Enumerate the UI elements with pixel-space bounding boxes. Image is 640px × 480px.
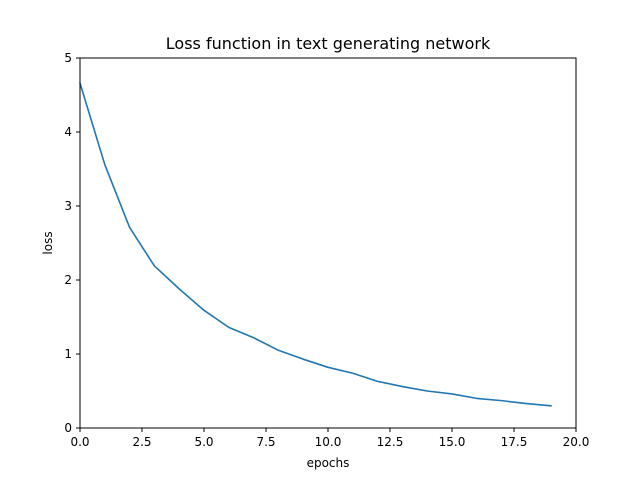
y-tick-label: 4: [64, 125, 72, 139]
x-tick-label: 10.0: [315, 435, 342, 449]
x-tick-label: 0.0: [70, 435, 89, 449]
axes-frame: [79, 57, 577, 429]
plot-area: [79, 82, 553, 407]
y-tick-label: 0: [64, 421, 72, 435]
x-tick-label: 15.0: [439, 435, 466, 449]
y-tick-label: 5: [64, 51, 72, 65]
chart-title: Loss function in text generating network: [166, 34, 491, 53]
y-tick-label: 2: [64, 273, 72, 287]
x-tick-label: 20.0: [563, 435, 590, 449]
x-tick-label: 5.0: [194, 435, 213, 449]
x-tick-label: 7.5: [256, 435, 275, 449]
loss-series-line: [79, 82, 553, 407]
y-tick-label: 1: [64, 347, 72, 361]
x-tick-label: 17.5: [501, 435, 528, 449]
x-tick-label: 12.5: [377, 435, 404, 449]
y-tick-label: 3: [64, 199, 72, 213]
x-tick-label: 2.5: [132, 435, 151, 449]
axis-ticks: 0.0 2.5 5.0 7.5 10.0 12.5 15.0 17.5 20.0 0 1 2 3 4 5: [64, 51, 589, 449]
x-axis-label: epochs: [307, 456, 350, 470]
y-axis-label: loss: [41, 231, 55, 254]
